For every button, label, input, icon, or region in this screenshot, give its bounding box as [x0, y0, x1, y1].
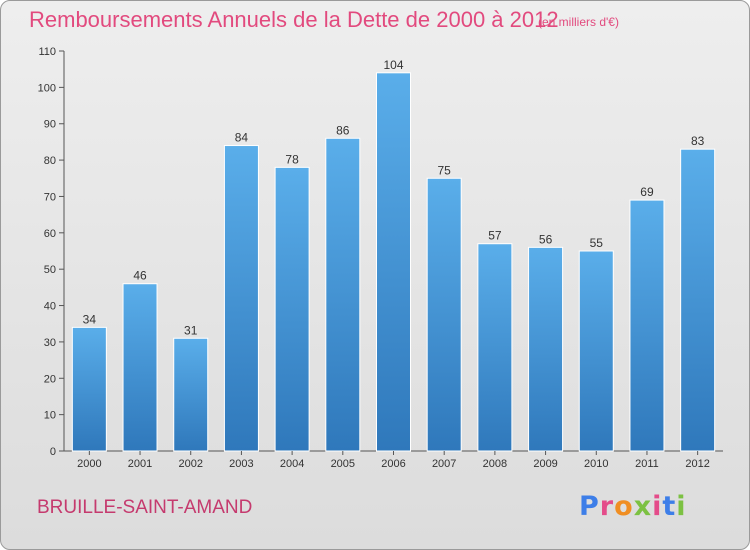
bar-2002 [173, 337, 209, 452]
bar-2006 [376, 72, 411, 452]
y-tick-label: 60 [44, 228, 56, 240]
value-label: 104 [383, 58, 403, 72]
y-tick-label: 0 [50, 446, 56, 458]
x-tick-label: 2012 [685, 458, 709, 470]
y-tick-label: 110 [38, 46, 56, 58]
bar-2003 [223, 145, 259, 452]
x-tick-label: 2008 [483, 458, 507, 470]
y-tick-label: 90 [44, 119, 56, 131]
y-tick-label: 40 [44, 301, 56, 313]
bar-2012 [680, 148, 716, 452]
bar-2011 [629, 199, 665, 452]
value-label: 78 [285, 152, 299, 166]
x-tick-label: 2003 [229, 458, 253, 470]
proxiti-logo: Proxiti [579, 491, 687, 522]
logo-letter: o [614, 491, 634, 522]
y-tick-label: 100 [38, 82, 56, 94]
x-tick-label: 2005 [331, 458, 355, 470]
bar-2004 [274, 166, 310, 452]
logo-letter: i [676, 491, 687, 522]
x-tick-label: 2002 [178, 458, 202, 470]
bar-2007 [426, 177, 462, 452]
value-label: 34 [83, 312, 97, 326]
y-tick-label: 20 [44, 373, 56, 385]
logo-letter: t [662, 491, 677, 522]
value-label: 57 [488, 229, 502, 243]
value-label: 75 [438, 163, 452, 177]
x-tick-label: 2011 [635, 458, 659, 470]
x-tick-label: 2009 [533, 458, 557, 470]
bar-2005 [325, 137, 361, 452]
bar-2008 [477, 243, 513, 452]
value-label: 69 [640, 185, 654, 199]
commune-name: BRUILLE-SAINT-AMAND [37, 497, 253, 518]
value-label: 55 [590, 236, 604, 250]
x-tick-label: 2006 [381, 458, 405, 470]
value-label: 31 [184, 323, 198, 337]
logo-letter: P [579, 491, 600, 522]
value-label: 84 [235, 131, 249, 145]
y-tick-label: 80 [44, 155, 56, 167]
x-tick-label: 2001 [128, 458, 152, 470]
x-tick-label: 2010 [584, 458, 608, 470]
logo-letter: x [633, 491, 653, 522]
y-tick-label: 10 [44, 410, 56, 422]
bar-2001 [122, 283, 158, 452]
value-label: 86 [336, 123, 350, 137]
value-label: 56 [539, 232, 553, 246]
value-label: 83 [691, 134, 705, 148]
y-tick-label: 70 [44, 191, 56, 203]
y-tick-label: 50 [44, 264, 56, 276]
x-tick-label: 2007 [432, 458, 456, 470]
bar-2000 [71, 326, 107, 452]
logo-letter: r [599, 491, 615, 522]
unit-note: (en milliers d'€) [538, 15, 619, 29]
chart-title: Remboursements Annuels de la Dette de 20… [29, 7, 559, 32]
logo-letter: i [652, 491, 663, 522]
y-tick-label: 30 [44, 337, 56, 349]
bar-2009 [528, 246, 564, 452]
x-tick-label: 2004 [280, 458, 304, 470]
x-tick-label: 2000 [77, 458, 101, 470]
bar-2010 [578, 250, 614, 452]
value-label: 46 [133, 269, 147, 283]
